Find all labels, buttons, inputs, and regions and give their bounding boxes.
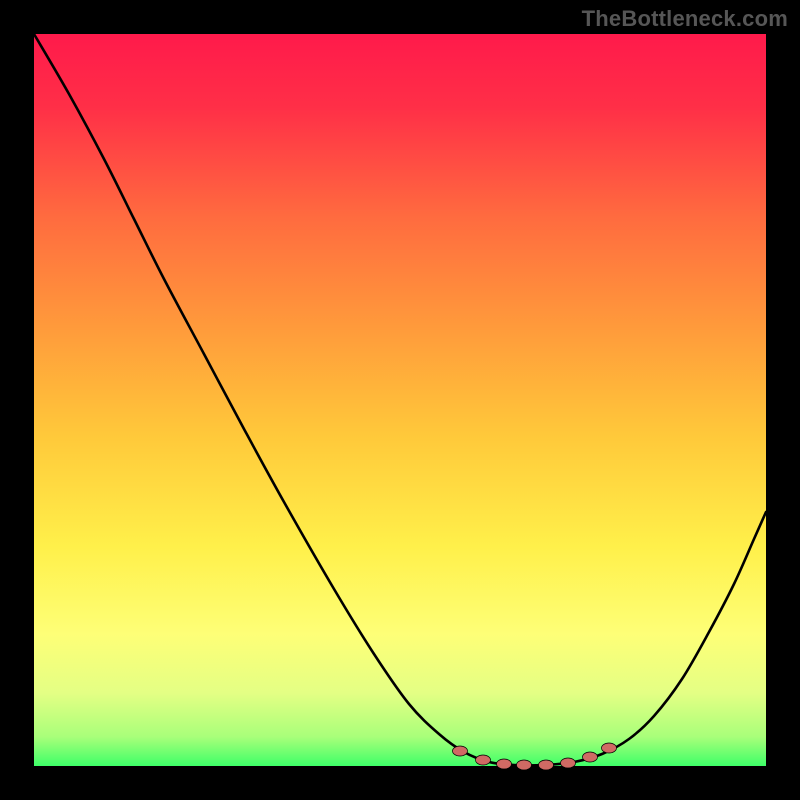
valley-marker — [602, 743, 617, 753]
chart-frame: TheBottleneck.com — [0, 0, 800, 800]
valley-marker — [453, 746, 468, 756]
chart-svg — [34, 34, 766, 766]
gradient-background — [34, 34, 766, 766]
valley-marker — [583, 752, 598, 762]
valley-marker — [517, 760, 532, 770]
valley-marker — [497, 759, 512, 769]
valley-marker — [539, 760, 554, 770]
watermark-text: TheBottleneck.com — [582, 6, 788, 32]
plot-area — [34, 34, 766, 766]
valley-marker — [476, 755, 491, 765]
valley-marker — [561, 758, 576, 768]
